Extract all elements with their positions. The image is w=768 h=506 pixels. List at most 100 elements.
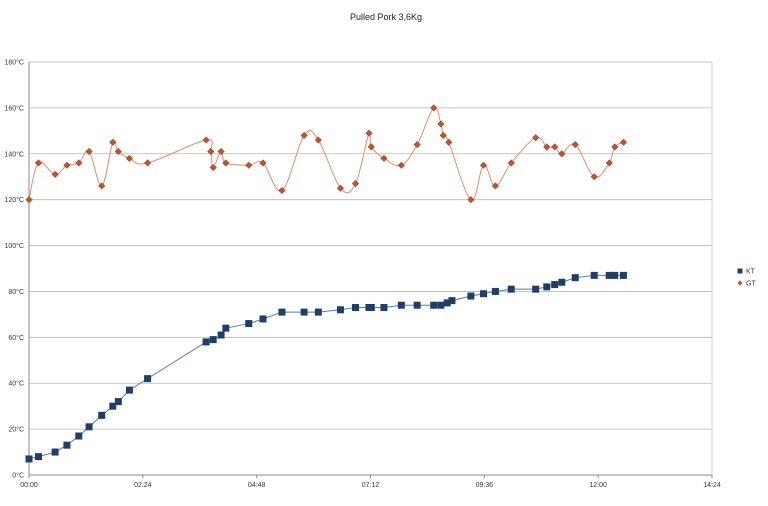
series-kt-point <box>25 455 33 463</box>
series-kt-point <box>202 338 210 346</box>
series-gt-point <box>439 131 447 140</box>
series-kt-line <box>28 274 624 460</box>
series-kt-point <box>245 320 253 328</box>
series-gt-point <box>75 159 83 167</box>
y-tick-label: 140°C <box>4 150 24 158</box>
series-kt-point <box>397 301 405 309</box>
series-gt-point <box>367 143 375 151</box>
series-gt-point <box>351 180 360 188</box>
series-kt-point <box>222 324 230 332</box>
series-gt-point <box>34 159 43 167</box>
series-gt-point <box>222 159 230 167</box>
series-kt <box>25 271 627 463</box>
series-gt-point <box>336 184 345 192</box>
series-kt-point <box>558 278 566 286</box>
x-tick-label: 12:00 <box>589 482 607 489</box>
series-gt-point <box>571 141 579 149</box>
series-gt-point <box>437 120 445 128</box>
series-gt-point <box>278 186 286 195</box>
series-kt-point <box>571 274 579 282</box>
legend-label: GT <box>746 281 756 288</box>
series-gt-point <box>467 196 475 204</box>
series-kt-point <box>125 386 133 394</box>
x-tick-label: 02:24 <box>134 482 152 489</box>
x-tick-labels: 00:00 02:24 04:48 07:12 09:36 12:00 14:24 <box>20 482 721 489</box>
series-kt-point <box>336 306 344 314</box>
series-kt-point <box>259 315 267 323</box>
y-tick-label: 0°C <box>12 472 24 480</box>
series-gt-point <box>109 138 117 146</box>
series-gt-point <box>365 129 373 137</box>
series-gt-point <box>611 143 619 151</box>
series-gt-point <box>532 134 540 142</box>
series-kt-point <box>85 423 93 431</box>
chart-title: Pulled Pork 3,6Kg <box>350 12 422 22</box>
series-gt-point <box>590 173 598 181</box>
series-gt-point <box>63 161 71 169</box>
series-kt-point <box>144 375 152 383</box>
series-kt-point <box>543 283 551 291</box>
series-kt-point <box>532 285 540 293</box>
series-kt-point <box>619 271 627 279</box>
series-layer <box>25 104 628 463</box>
x-tick-label: 00:00 <box>20 482 38 489</box>
series-gt-point <box>202 136 210 144</box>
series-kt-point <box>51 448 59 456</box>
series-gt-point <box>551 143 559 151</box>
series-gt-point <box>51 170 59 179</box>
series-kt-point <box>63 441 71 449</box>
series-gt-point <box>245 161 253 169</box>
y-tick-label: 160°C <box>4 104 24 112</box>
x-tick-label: 09:36 <box>476 482 494 489</box>
series-kt-point <box>443 299 451 307</box>
y-tick-label: 120°C <box>4 196 24 204</box>
y-tick-label: 100°C <box>4 242 24 250</box>
series-gt <box>25 104 628 204</box>
y-tick-label: 180°C <box>4 59 24 67</box>
series-gt-point <box>114 147 122 156</box>
series-kt-point <box>413 301 421 309</box>
series-gt-point <box>380 154 388 162</box>
series-kt-point <box>590 271 598 279</box>
series-gt-point <box>314 136 322 144</box>
legend: KT GT <box>737 268 756 288</box>
series-gt-point <box>143 159 152 167</box>
series-kt-point <box>114 398 122 406</box>
series-gt-point <box>491 182 499 190</box>
y-tick-label: 20°C <box>8 426 24 434</box>
x-tick-label: 07:12 <box>362 482 380 489</box>
x-tick-label: 04:48 <box>248 482 266 489</box>
series-gt-point <box>125 154 133 162</box>
series-kt-point <box>467 292 475 300</box>
series-gt-point <box>507 159 515 167</box>
series-kt-point <box>278 308 286 316</box>
legend-item-gt: GT <box>737 280 756 288</box>
series-gt-point <box>259 159 267 167</box>
series-kt-point <box>34 453 42 461</box>
y-tick-label: 80°C <box>8 288 24 296</box>
series-kt-point <box>437 301 445 309</box>
series-kt-point <box>217 331 225 339</box>
series-kt-point <box>480 290 488 298</box>
series-gt-point <box>98 182 106 190</box>
y-tick-label: 60°C <box>8 334 24 342</box>
series-kt-point <box>430 301 438 309</box>
legend-marker <box>737 280 743 286</box>
axes <box>28 62 713 478</box>
series-kt-point <box>551 281 559 289</box>
series-kt-point <box>314 308 322 316</box>
legend-label: KT <box>746 269 756 276</box>
series-kt-point <box>611 271 619 279</box>
series-kt-point <box>351 304 359 312</box>
series-kt-point <box>380 304 388 312</box>
series-kt-point <box>605 271 613 279</box>
series-kt-point <box>448 297 456 305</box>
series-kt-point <box>109 402 117 410</box>
series-gt-point <box>85 147 93 156</box>
series-kt-point <box>98 411 106 419</box>
series-gt-point <box>479 161 488 169</box>
series-gt-point <box>445 138 453 146</box>
series-kt-point <box>209 336 217 344</box>
series-gt-point <box>430 104 438 112</box>
